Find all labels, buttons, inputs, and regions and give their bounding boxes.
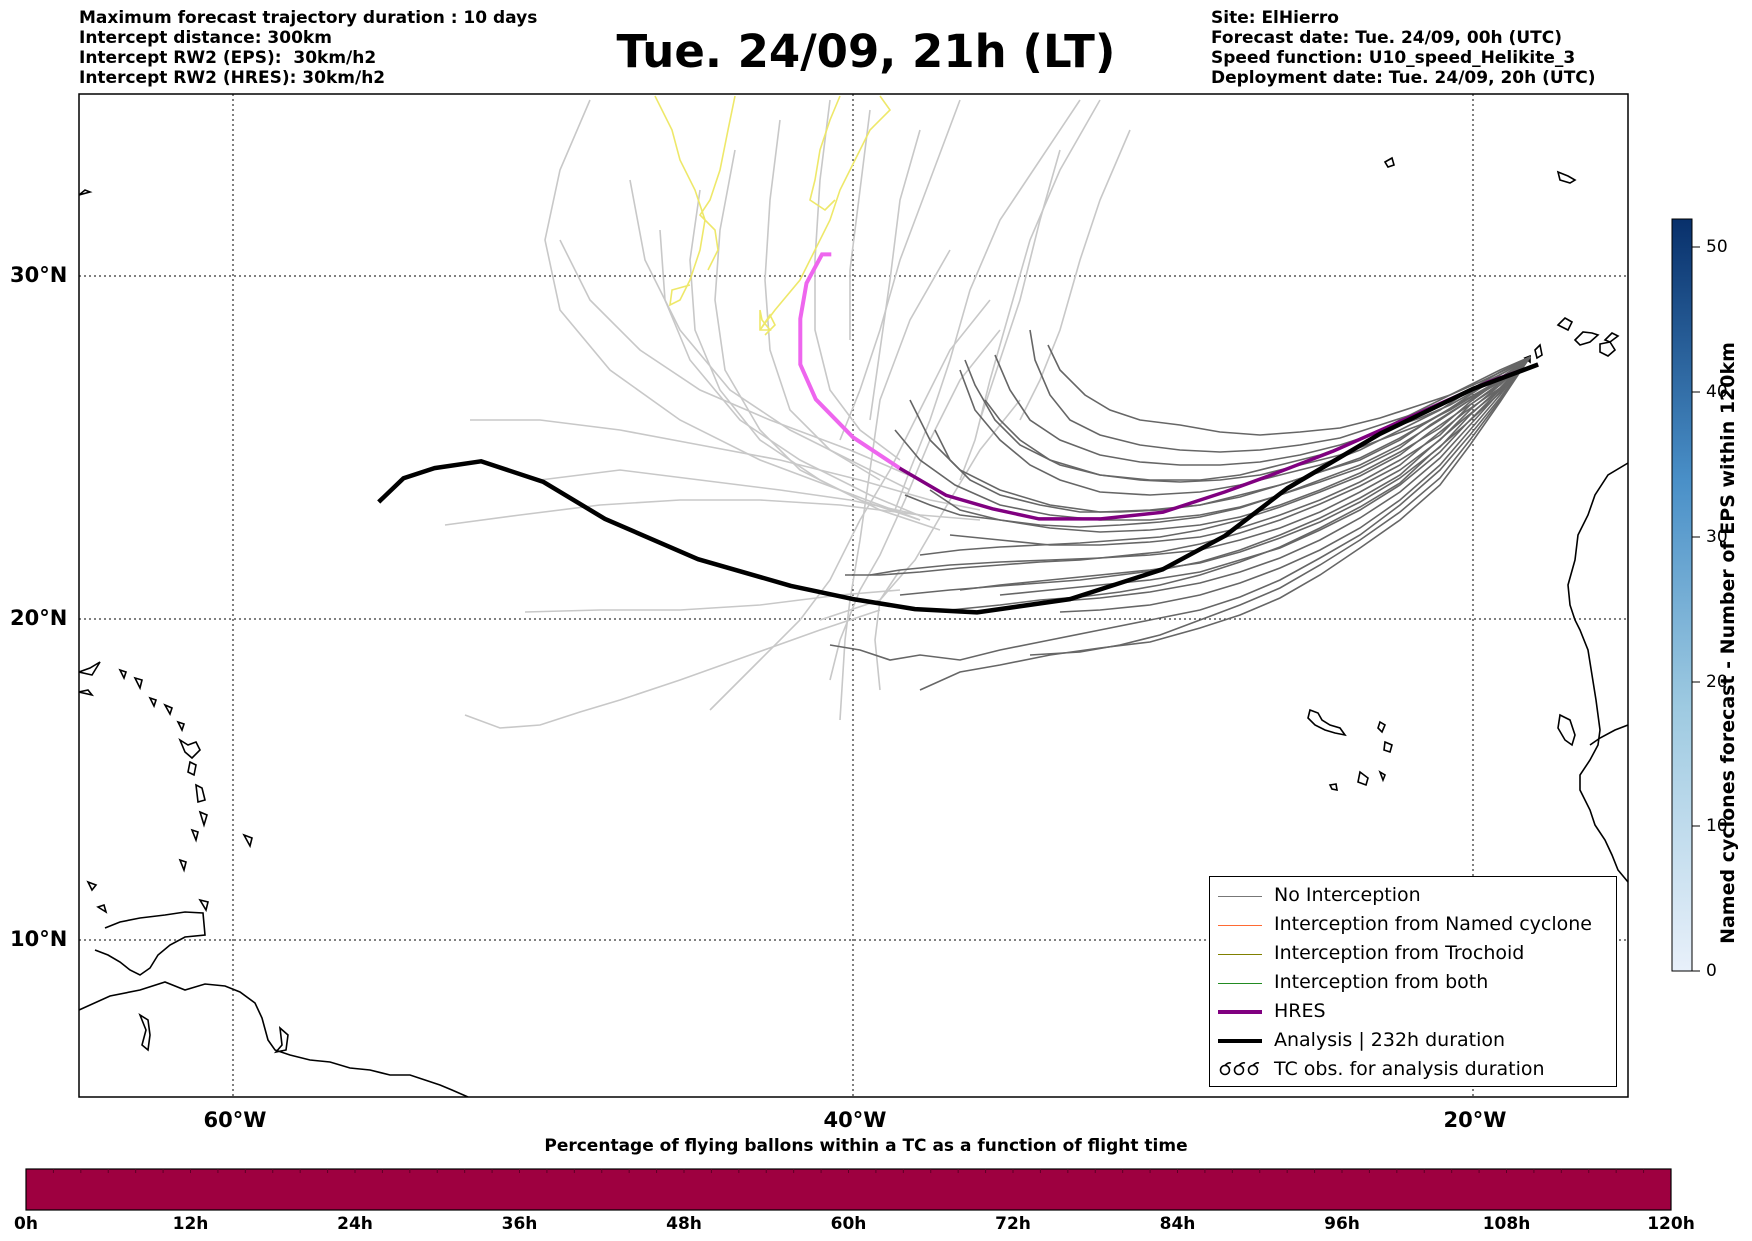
legend-item-both: Interception from both: [1210, 970, 1616, 996]
right-colorbar-label: Named cyclones forecast - Number of EPS …: [1717, 342, 1739, 944]
legend-label: Interception from both: [1274, 971, 1489, 993]
map-legend: No Interception Interception from Named …: [1209, 876, 1617, 1087]
faded-ensemble-tracks: [444, 99, 1131, 729]
legend-label: Interception from Named cyclone: [1274, 913, 1592, 935]
right-colorbar-tick-20: 20: [1706, 672, 1728, 692]
right-colorbar-tick-30: 30: [1706, 527, 1728, 547]
tc-symbol-icon: [1219, 1061, 1260, 1076]
header-left-line-3: Intercept RW2 (EPS): 30km/h2: [79, 48, 377, 68]
bottom-colorbar: [25, 1168, 1672, 1211]
legend-label: Interception from Trochoid: [1274, 942, 1525, 964]
lat-label-20n: 20°N: [10, 606, 68, 630]
bottom-colorbar-title: Percentage of flying ballons within a TC…: [544, 1136, 1188, 1156]
bottom-colorbar-tick: 12h: [172, 1214, 209, 1234]
bottom-colorbar-tick: 96h: [1324, 1214, 1360, 1234]
bottom-colorbar-segments: [52, 1169, 1645, 1173]
bottom-colorbar-tick: 0h: [14, 1214, 38, 1234]
bottom-colorbar-tick: 84h: [1159, 1214, 1196, 1234]
legend-swatch: [1218, 925, 1262, 926]
right-colorbar-ticks: [1692, 246, 1700, 972]
page-title: Tue. 24/09, 21h (LT): [616, 25, 1116, 78]
bottom-colorbar-tick: 36h: [501, 1214, 538, 1234]
header-right: Site: ElHierro Forecast date: Tue. 24/09…: [1211, 8, 1596, 88]
right-colorbar-tick-50: 50: [1706, 237, 1728, 257]
legend-label: Analysis | 232h duration: [1274, 1029, 1506, 1051]
ensemble-tracks-no-interception: [829, 329, 1531, 691]
legend-label: HRES: [1274, 1000, 1326, 1022]
header-left-line-4: Intercept RW2 (HRES): 30km/h2: [79, 68, 386, 88]
legend-item-analysis: Analysis | 232h duration: [1210, 1028, 1616, 1054]
right-colorbar: [1671, 218, 1693, 972]
map-frame: [78, 93, 1629, 1098]
coastlines: [79, 156, 1628, 1097]
legend-item-no-interception: No Interception: [1210, 883, 1616, 909]
right-colorbar-tick-10: 10: [1706, 816, 1728, 836]
header-right-line-1: Site: ElHierro: [1211, 8, 1339, 28]
header-left-line-1: Maximum forecast trajectory duration : 1…: [79, 8, 538, 28]
header-right-line-3: Speed function: U10_speed_Helikite_3: [1211, 48, 1576, 68]
bottom-colorbar-tick: 24h: [337, 1214, 373, 1234]
faded-yellow-tracks: [654, 95, 892, 336]
lon-label-40w: 40°W: [823, 1108, 887, 1132]
right-colorbar-tick-0: 0: [1706, 961, 1717, 981]
hres-faded-track: [798, 252, 901, 470]
legend-item-hres: HRES: [1210, 999, 1616, 1025]
header-left-line-2: Intercept distance: 300km: [79, 28, 332, 48]
analysis-track: [377, 362, 1539, 615]
header-right-line-2: Forecast date: Tue. 24/09, 00h (UTC): [1211, 28, 1562, 48]
legend-item-named-cyclone: Interception from Named cyclone: [1210, 912, 1616, 938]
legend-swatch: [1218, 954, 1262, 955]
bottom-colorbar-tick: 108h: [1482, 1214, 1531, 1234]
lat-label-30n: 30°N: [10, 263, 68, 287]
bottom-colorbar-tick: 120h: [1647, 1214, 1695, 1234]
bottom-colorbar-tick: 48h: [666, 1214, 702, 1234]
hres-track: [898, 362, 1539, 521]
lat-label-10n: 10°N: [10, 927, 68, 951]
legend-item-tc-obs: TC obs. for analysis duration: [1210, 1057, 1616, 1083]
right-colorbar-tick-40: 40: [1706, 382, 1728, 402]
legend-swatch: [1218, 896, 1262, 897]
lon-label-60w: 60°W: [203, 1108, 267, 1132]
legend-item-trochoid: Interception from Trochoid: [1210, 941, 1616, 967]
legend-label: TC obs. for analysis duration: [1274, 1058, 1545, 1080]
legend-label: No Interception: [1274, 884, 1421, 906]
legend-swatch: [1218, 1039, 1262, 1043]
lon-label-20w: 20°W: [1443, 1108, 1507, 1132]
bottom-colorbar-tick: 72h: [995, 1214, 1031, 1234]
legend-swatch: [1218, 1010, 1262, 1014]
header-right-line-4: Deployment date: Tue. 24/09, 20h (UTC): [1211, 68, 1596, 88]
header-left: Maximum forecast trajectory duration : 1…: [79, 8, 537, 88]
bottom-colorbar-tick: 60h: [830, 1214, 867, 1234]
legend-swatch: [1218, 983, 1262, 984]
